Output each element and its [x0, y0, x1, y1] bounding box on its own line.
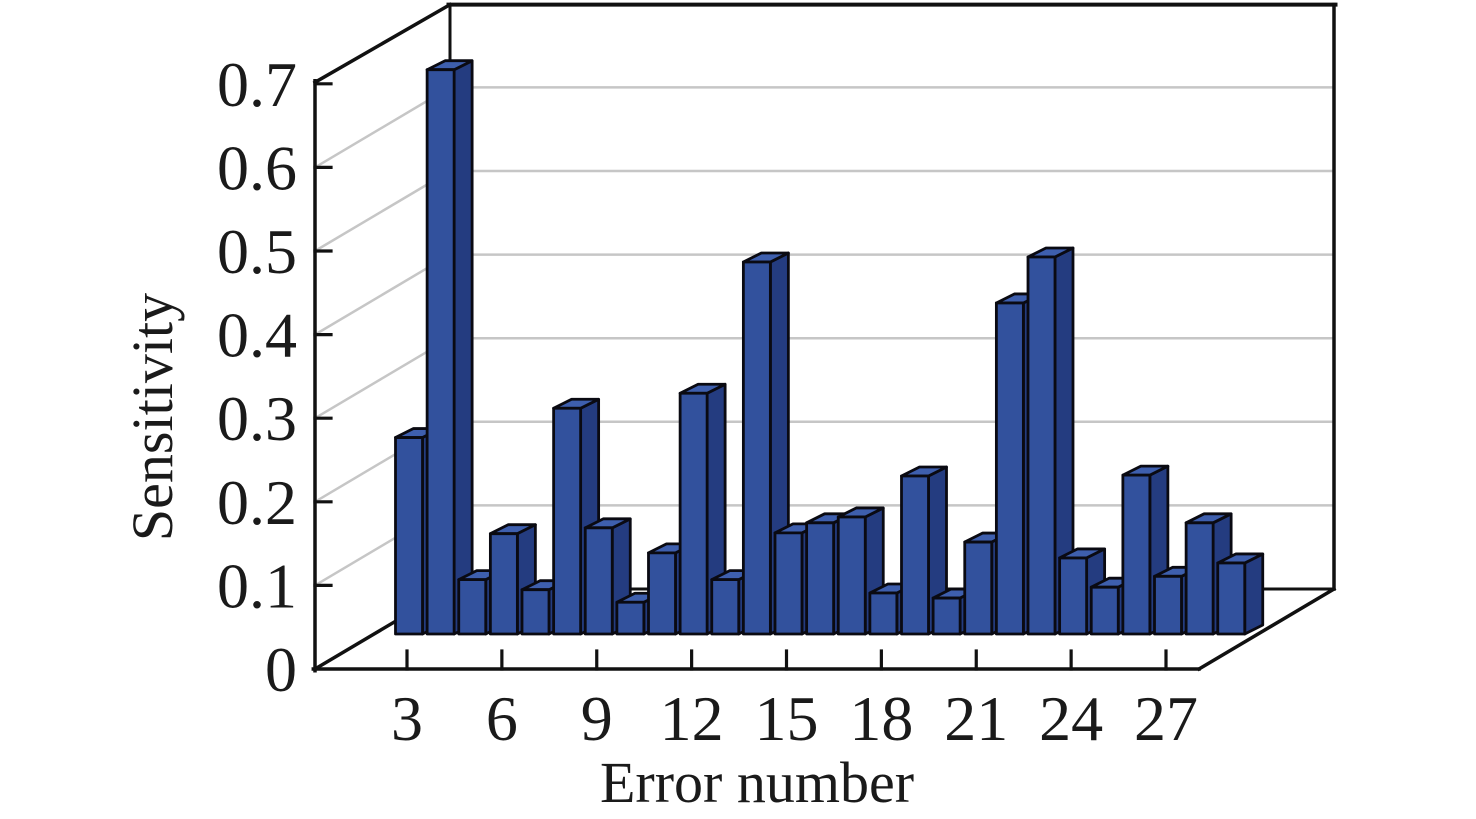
bar-error-23	[1026, 246, 1075, 636]
bar-front-face	[710, 578, 741, 636]
y-axis-title: Sensitivity	[120, 293, 185, 541]
y-tick-label: 0.6	[217, 132, 297, 203]
bar-front-face	[1026, 255, 1057, 636]
y-tick-label: 0.7	[217, 49, 297, 120]
y-tick-label: 0.5	[217, 216, 297, 287]
bar-front-face	[678, 391, 709, 636]
y-tick-label: 0	[265, 634, 297, 705]
bar-front-face	[1216, 561, 1247, 636]
x-axis-title: Error number	[600, 750, 914, 815]
bar-front-face	[741, 260, 772, 636]
bar-front-face	[552, 406, 583, 636]
x-tick-label: 27	[1134, 683, 1198, 754]
bar-front-face	[868, 591, 899, 636]
floor-right-edge	[1196, 586, 1337, 672]
bar-error-4	[425, 59, 474, 636]
bar-front-face	[1058, 556, 1089, 636]
bar-front-face	[615, 600, 646, 636]
bar-front-face	[457, 578, 488, 636]
bar-front-face	[773, 531, 804, 636]
bar-front-face	[583, 526, 614, 636]
x-tick-label: 9	[581, 683, 613, 754]
bar-front-face	[994, 301, 1025, 636]
x-tick-label: 12	[660, 683, 724, 754]
bar-error-12	[678, 382, 727, 636]
x-tick-label: 21	[944, 683, 1008, 754]
bar-front-face	[394, 436, 424, 636]
y-tick-label: 0.2	[217, 467, 297, 538]
bar-side-face	[452, 59, 474, 636]
bar-front-face	[836, 515, 867, 636]
y-tick-label: 0.1	[217, 550, 297, 621]
x-tick-label: 15	[755, 683, 819, 754]
bar-front-face	[805, 521, 836, 636]
bar-side-face	[1243, 552, 1265, 636]
x-tick-label: 3	[391, 683, 423, 754]
bar-front-face	[900, 474, 930, 636]
bar-front-face	[647, 551, 677, 636]
bar-front-face	[1121, 473, 1152, 636]
bar-front-face	[1089, 585, 1120, 636]
bar-front-face	[963, 540, 994, 636]
y-tick-label: 0.3	[217, 383, 297, 454]
left-wall-top-edge	[312, 2, 453, 85]
bar-front-face	[520, 588, 551, 636]
bar-front-face	[1153, 574, 1183, 636]
x-tick-label: 24	[1039, 683, 1103, 754]
bar-front-face	[1184, 521, 1215, 636]
bar-front-face	[931, 596, 962, 636]
x-tick-label: 6	[486, 683, 518, 754]
bar-front-face	[425, 68, 456, 636]
bar-error-29	[1216, 552, 1265, 636]
bar-front-face	[488, 532, 519, 636]
y-tick-label: 0.4	[217, 300, 297, 371]
x-tick-label: 18	[849, 683, 913, 754]
